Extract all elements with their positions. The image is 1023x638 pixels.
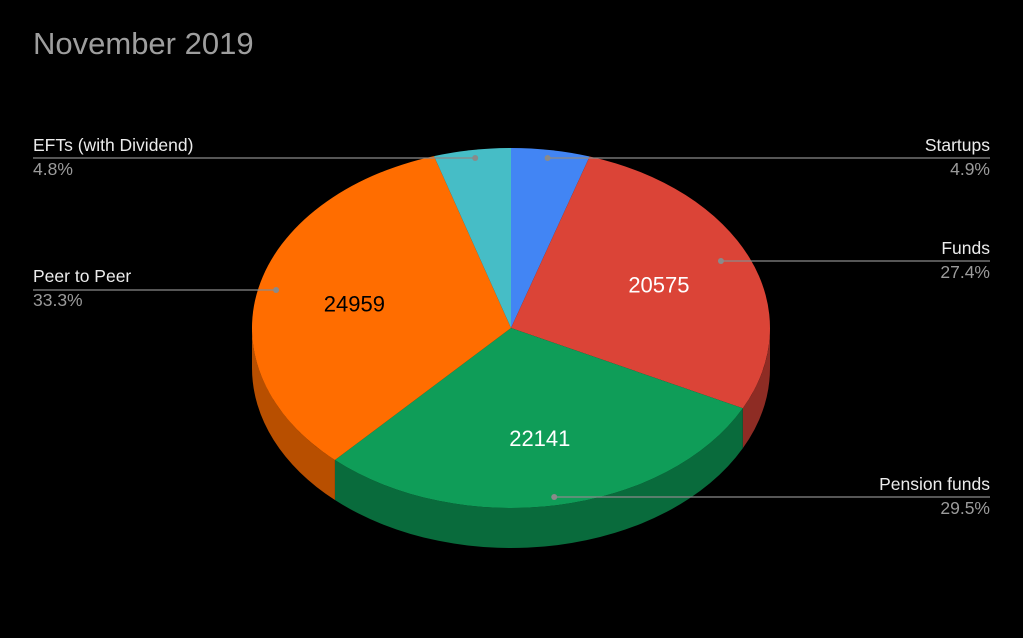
legend-percent: 4.8% <box>33 159 73 179</box>
legend-name: Funds <box>941 238 990 258</box>
pie-slice-efts-with-dividend <box>434 148 511 328</box>
leader-dot-efts-with-dividend <box>472 155 479 161</box>
pie-slice-peer-to-peer <box>251 156 511 460</box>
legend-label-funds: Funds 27.4% <box>940 236 990 284</box>
legend-name: Startups <box>924 135 990 155</box>
pie-side-funds <box>742 328 770 449</box>
legend-percent: 33.3% <box>33 290 83 310</box>
legend-percent: 29.5% <box>940 498 990 518</box>
legend-percent: 4.9% <box>950 159 990 179</box>
legend-name: Pension funds <box>879 474 990 494</box>
pie-slice-startups <box>511 148 590 328</box>
legend-label-pension-funds: Pension funds 29.5% <box>879 472 990 520</box>
legend-label-peer-to-peer: Peer to Peer 33.3% <box>33 264 131 312</box>
legend-label-startups: Startups 4.9% <box>925 133 990 181</box>
pie-side-pension-funds <box>334 408 743 548</box>
slice-value-label-funds: 20575 <box>628 273 689 298</box>
chart-title: November 2019 <box>33 26 254 61</box>
pie-side-peer-to-peer <box>252 328 335 500</box>
leader-dot-startups <box>544 155 551 161</box>
legend-percent: 27.4% <box>940 262 990 282</box>
slice-value-label-pension-funds: 22141 <box>509 426 570 451</box>
leader-dot-peer-to-peer <box>273 287 280 293</box>
leader-dot-funds <box>717 258 724 264</box>
slice-value-label-peer-to-peer: 24959 <box>324 291 385 316</box>
pie-slice-funds <box>511 156 770 409</box>
legend-label-efts: EFTs (with Dividend) 4.8% <box>33 133 193 181</box>
legend-name: EFTs (with Dividend) <box>33 135 194 155</box>
legend-name: Peer to Peer <box>33 266 132 286</box>
leader-dot-pension-funds <box>551 494 558 500</box>
pie-slice-pension-funds <box>334 328 743 508</box>
